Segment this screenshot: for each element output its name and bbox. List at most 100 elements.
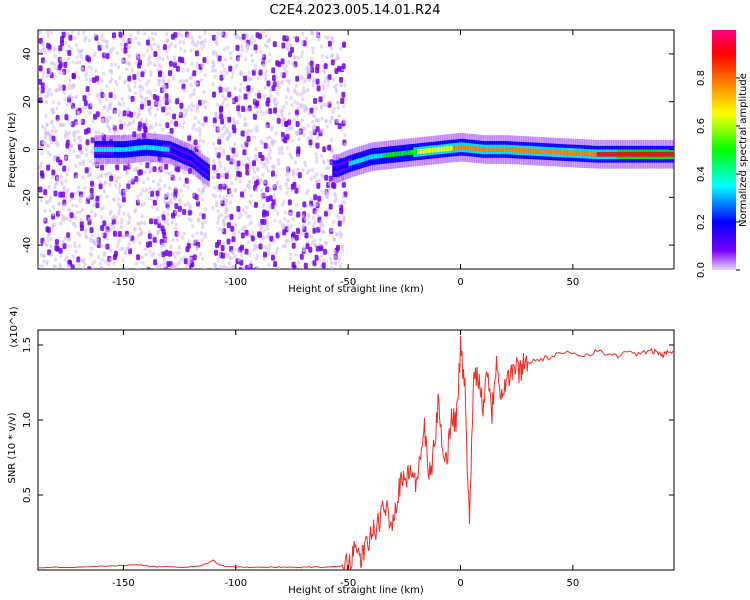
noise-cell (166, 201, 170, 206)
ridge-cell (167, 147, 171, 152)
noise-cell (328, 212, 331, 216)
noise-cell (80, 194, 84, 198)
noise-cell (296, 167, 300, 172)
noise-cell (273, 207, 277, 212)
noise-cell (332, 183, 337, 189)
noise-cell (225, 207, 229, 212)
noise-cell (294, 83, 298, 88)
noise-cell (69, 122, 73, 126)
noise-cell (164, 250, 169, 256)
noise-cell (258, 105, 262, 110)
noise-cell (277, 161, 281, 166)
noise-cell (263, 192, 267, 197)
noise-cell (155, 101, 158, 106)
noise-cell (252, 135, 256, 140)
noise-cell (61, 206, 65, 211)
ridge-cell (447, 146, 450, 151)
noise-cell (47, 184, 51, 189)
noise-cell (73, 36, 77, 41)
noise-cell (180, 257, 184, 262)
noise-cell (327, 74, 332, 81)
noise-cell (251, 58, 254, 63)
noise-cell (299, 54, 303, 59)
noise-cell (251, 166, 255, 171)
noise-cell (298, 129, 302, 134)
noise-cell (140, 214, 144, 219)
noise-cell (147, 79, 151, 84)
ridge-cell (173, 149, 176, 154)
noise-cell (40, 264, 44, 269)
ridge-cell (375, 153, 378, 159)
noise-cell (155, 207, 159, 212)
noise-cell (173, 196, 177, 201)
noise-cell (86, 173, 90, 178)
noise-cell (162, 84, 165, 89)
noise-cell (125, 60, 129, 65)
colorbar-tick-label: 0.0 (696, 262, 707, 278)
noise-cell (195, 231, 199, 236)
noise-cell (63, 97, 67, 102)
noise-cell (218, 253, 222, 258)
noise-cell (117, 231, 122, 237)
noise-cell (270, 170, 275, 177)
noise-cell (312, 128, 316, 133)
noise-cell (117, 113, 121, 118)
noise-cell (186, 108, 190, 113)
spectrogram-ytick-label: 0 (22, 146, 33, 152)
ridge-cell (160, 146, 164, 152)
noise-cell (46, 150, 50, 155)
ridge-cell (155, 145, 158, 151)
noise-cell (127, 75, 132, 82)
noise-cell (175, 263, 179, 267)
noise-cell (117, 208, 121, 213)
noise-cell (66, 68, 70, 73)
noise-cell (215, 54, 219, 58)
noise-cell (313, 78, 317, 83)
noise-cell (130, 177, 134, 182)
ridge-cell (530, 148, 533, 154)
noise-cell (67, 44, 71, 49)
noise-cell (127, 241, 131, 246)
noise-cell (315, 78, 320, 85)
noise-cell (267, 152, 271, 157)
noise-cell (83, 230, 87, 235)
noise-cell (148, 169, 152, 174)
noise-cell (258, 222, 261, 227)
noise-cell (53, 54, 57, 58)
noise-cell (150, 47, 153, 52)
noise-cell (152, 166, 157, 173)
noise-cell (187, 201, 190, 206)
noise-cell (186, 33, 190, 38)
noise-cell (228, 255, 231, 260)
noise-cell (249, 129, 253, 134)
noise-cell (332, 77, 336, 82)
noise-cell (194, 194, 199, 201)
noise-cell (236, 160, 241, 167)
noise-cell (125, 38, 129, 43)
noise-cell (94, 130, 98, 135)
noise-cell (323, 63, 328, 70)
noise-cell (185, 246, 190, 253)
noise-cell (100, 78, 104, 83)
ridge-cell (355, 159, 359, 164)
noise-cell (312, 223, 316, 228)
noise-cell (199, 138, 202, 143)
noise-cell (57, 101, 61, 106)
noise-cell (324, 35, 328, 40)
noise-cell (85, 139, 90, 146)
noise-cell (127, 83, 131, 88)
noise-cell (49, 140, 53, 145)
noise-cell (268, 149, 272, 154)
noise-cell (89, 159, 93, 164)
noise-cell (116, 133, 120, 138)
noise-cell (113, 95, 117, 100)
noise-cell (63, 185, 67, 190)
noise-cell (38, 65, 43, 72)
noise-cell (75, 60, 79, 65)
noise-cell (199, 148, 203, 153)
noise-cell (324, 174, 329, 181)
ridge-cell (558, 150, 562, 155)
noise-cell (61, 31, 66, 38)
noise-cell (161, 79, 165, 84)
